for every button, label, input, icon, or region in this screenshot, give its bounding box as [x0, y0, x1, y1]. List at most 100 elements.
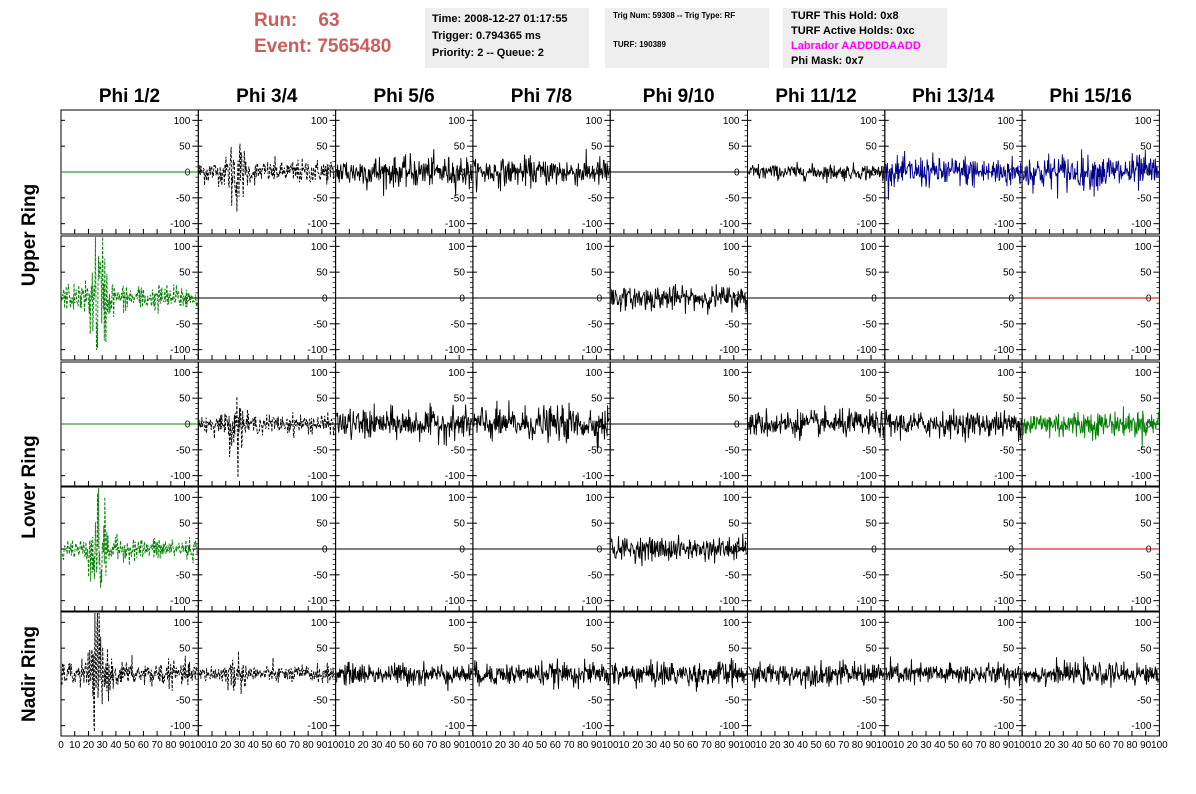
y-tick-label: 0 [322, 294, 328, 305]
x-tick-label: 0 [58, 740, 64, 751]
x-tick-label: 40 [248, 740, 260, 751]
y-tick-label: 50 [591, 142, 603, 153]
x-tick-label: 20 [357, 740, 369, 751]
x-tick-label: 90 [591, 740, 603, 751]
y-tick-label: 0 [871, 168, 877, 179]
y-tick-label: 50 [1140, 644, 1152, 655]
y-tick-label: 0 [459, 670, 465, 681]
x-tick-label: 50 [261, 740, 273, 751]
y-tick-label: 50 [454, 519, 466, 530]
x-tick-label: 10 [618, 740, 630, 751]
y-tick-label: 50 [728, 644, 740, 655]
x-tick-label: 100 [876, 740, 893, 751]
y-tick-label: 50 [316, 519, 328, 530]
x-tick-label: 60 [550, 740, 562, 751]
y-tick-label: 50 [316, 394, 328, 405]
y-tick-label: -50 [176, 193, 191, 204]
y-tick-label: -50 [862, 695, 877, 706]
waveform-trace [473, 400, 610, 449]
y-tick-label: -100 [445, 721, 465, 732]
x-tick-label: 10 [893, 740, 905, 751]
x-tick-label: 70 [838, 740, 850, 751]
y-tick-label: 100 [586, 493, 603, 504]
y-tick-label: -50 [450, 445, 465, 456]
y-tick-label: -50 [725, 445, 740, 456]
y-tick-label: 100 [586, 116, 603, 127]
x-tick-label: 20 [495, 740, 507, 751]
trig-num-line: Trig Num: 59308 -- Trig Type: RF [613, 11, 736, 20]
x-tick-label: 20 [220, 740, 232, 751]
y-tick-label: -100 [994, 596, 1014, 607]
y-tick-label: -100 [308, 721, 328, 732]
y-tick-label: 50 [728, 142, 740, 153]
y-tick-label: 50 [1003, 268, 1015, 279]
y-tick-label: -50 [1000, 445, 1015, 456]
y-tick-label: 100 [311, 242, 328, 253]
y-tick-label: 100 [448, 368, 465, 379]
waveform-trace [1022, 149, 1159, 199]
y-tick-label: -100 [719, 596, 739, 607]
column-title: Phi 1/2 [98, 86, 161, 107]
x-tick-label: 20 [907, 740, 919, 751]
column-title: Phi 5/6 [373, 86, 435, 107]
x-tick-label: 70 [1113, 740, 1125, 751]
waveform-trace [610, 657, 747, 692]
waveform-trace [198, 396, 336, 478]
x-tick-label: 20 [632, 740, 644, 751]
x-tick-label: 60 [824, 740, 836, 751]
waveform-trace [610, 533, 747, 567]
run-line: Run: 63 [254, 8, 391, 34]
y-tick-label: -100 [582, 345, 602, 356]
waveform-trace [885, 408, 1022, 443]
y-tick-label: -50 [313, 319, 328, 330]
y-tick-label: 100 [860, 618, 877, 629]
waveform-trace [748, 161, 885, 184]
x-tick-label: 60 [138, 740, 150, 751]
x-tick-label: 70 [426, 740, 438, 751]
y-tick-label: 100 [174, 618, 191, 629]
y-tick-label: 0 [185, 420, 191, 431]
x-tick-label: 100 [327, 740, 344, 751]
y-tick-label: -50 [588, 319, 603, 330]
y-tick-label: -50 [1137, 319, 1152, 330]
y-tick-label: 100 [997, 368, 1014, 379]
x-tick-label: 50 [399, 740, 411, 751]
y-tick-label: 0 [1009, 545, 1015, 556]
y-tick-label: -100 [1131, 471, 1151, 482]
y-tick-label: -100 [1131, 596, 1151, 607]
y-tick-label: 0 [597, 545, 603, 556]
y-tick-label: -100 [170, 219, 190, 230]
y-tick-label: -100 [1131, 219, 1151, 230]
y-tick-label: 100 [1135, 116, 1152, 127]
phi-mask-line: Phi Mask: 0x7 [791, 55, 864, 67]
y-tick-label: 50 [866, 142, 878, 153]
y-tick-label: -100 [308, 219, 328, 230]
y-tick-label: 100 [448, 242, 465, 253]
x-tick-label: 40 [385, 740, 397, 751]
y-tick-label: 100 [1135, 493, 1152, 504]
panel-frame [197, 109, 337, 235]
x-tick-label: 40 [1071, 740, 1083, 751]
y-tick-label: -50 [862, 193, 877, 204]
y-tick-label: -50 [588, 695, 603, 706]
turf-line: TURF: 190389 [613, 40, 666, 49]
event-line: Event: 7565480 [254, 34, 391, 60]
y-tick-label: -50 [450, 193, 465, 204]
y-tick-label: 100 [997, 618, 1014, 629]
x-tick-label: 70 [975, 740, 987, 751]
y-tick-label: -100 [170, 596, 190, 607]
y-tick-label: 0 [1146, 294, 1152, 305]
x-tick-label: 60 [1099, 740, 1111, 751]
y-tick-label: -100 [445, 596, 465, 607]
